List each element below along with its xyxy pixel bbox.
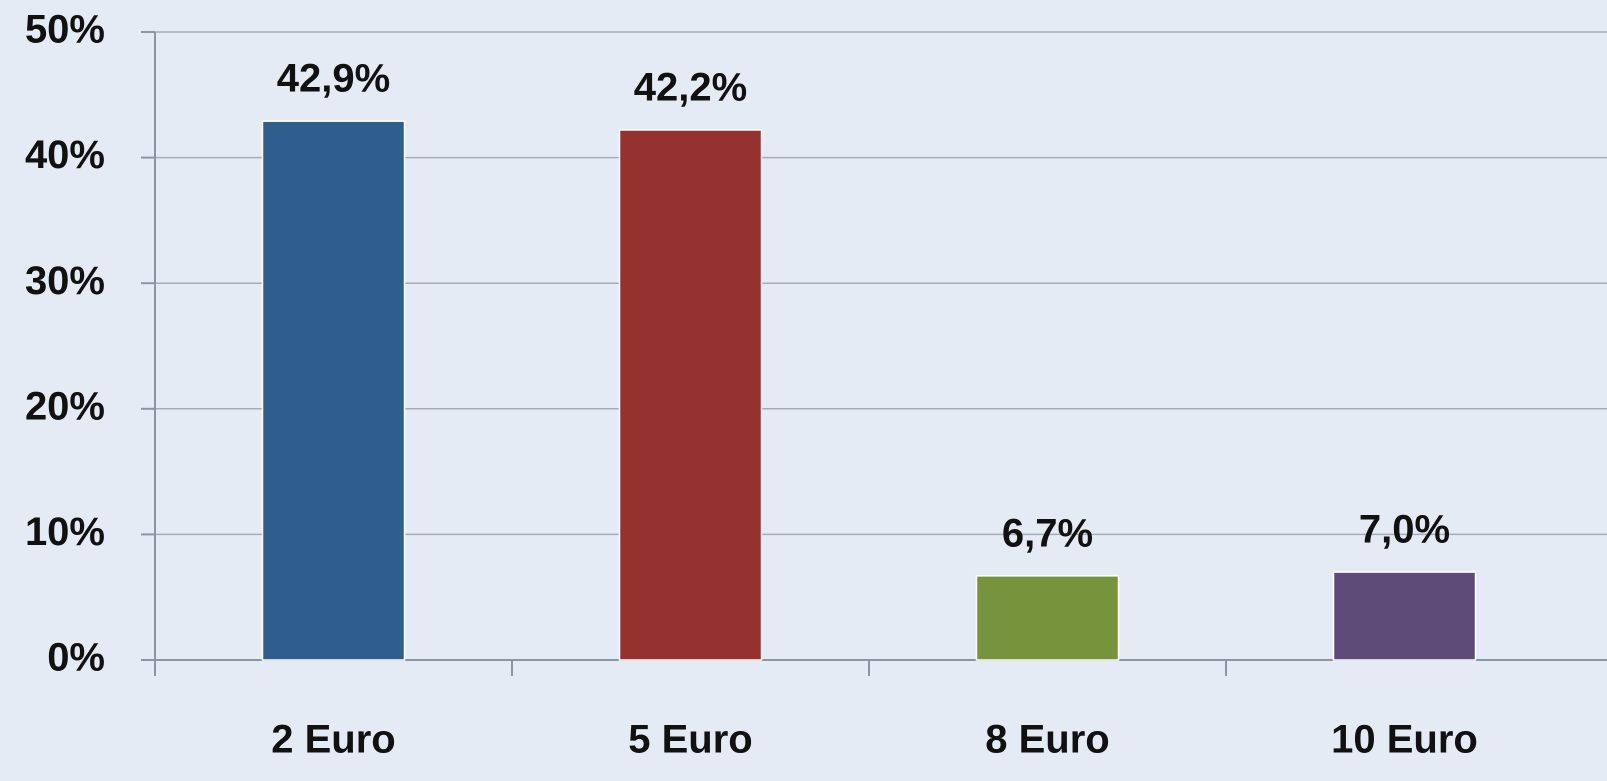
bar	[1332, 571, 1477, 661]
y-tick-label: 10%	[25, 510, 105, 554]
y-tick-label: 40%	[25, 133, 105, 177]
y-tick-label: 20%	[25, 384, 105, 428]
value-label: 6,7%	[1002, 511, 1093, 555]
value-label: 7,0%	[1359, 508, 1450, 552]
bar	[261, 120, 406, 661]
x-tick-label: 5 Euro	[628, 718, 752, 762]
y-tick-label: 50%	[25, 8, 105, 52]
y-tick-label: 30%	[25, 259, 105, 303]
x-tick-label: 2 Euro	[271, 718, 395, 762]
value-label: 42,2%	[634, 66, 747, 110]
y-tick-label: 0%	[47, 636, 105, 680]
x-tick-label: 10 Euro	[1331, 718, 1478, 762]
value-label: 42,9%	[277, 57, 390, 101]
bar	[975, 575, 1120, 661]
bar	[618, 129, 763, 661]
x-tick-label: 8 Euro	[985, 718, 1109, 762]
